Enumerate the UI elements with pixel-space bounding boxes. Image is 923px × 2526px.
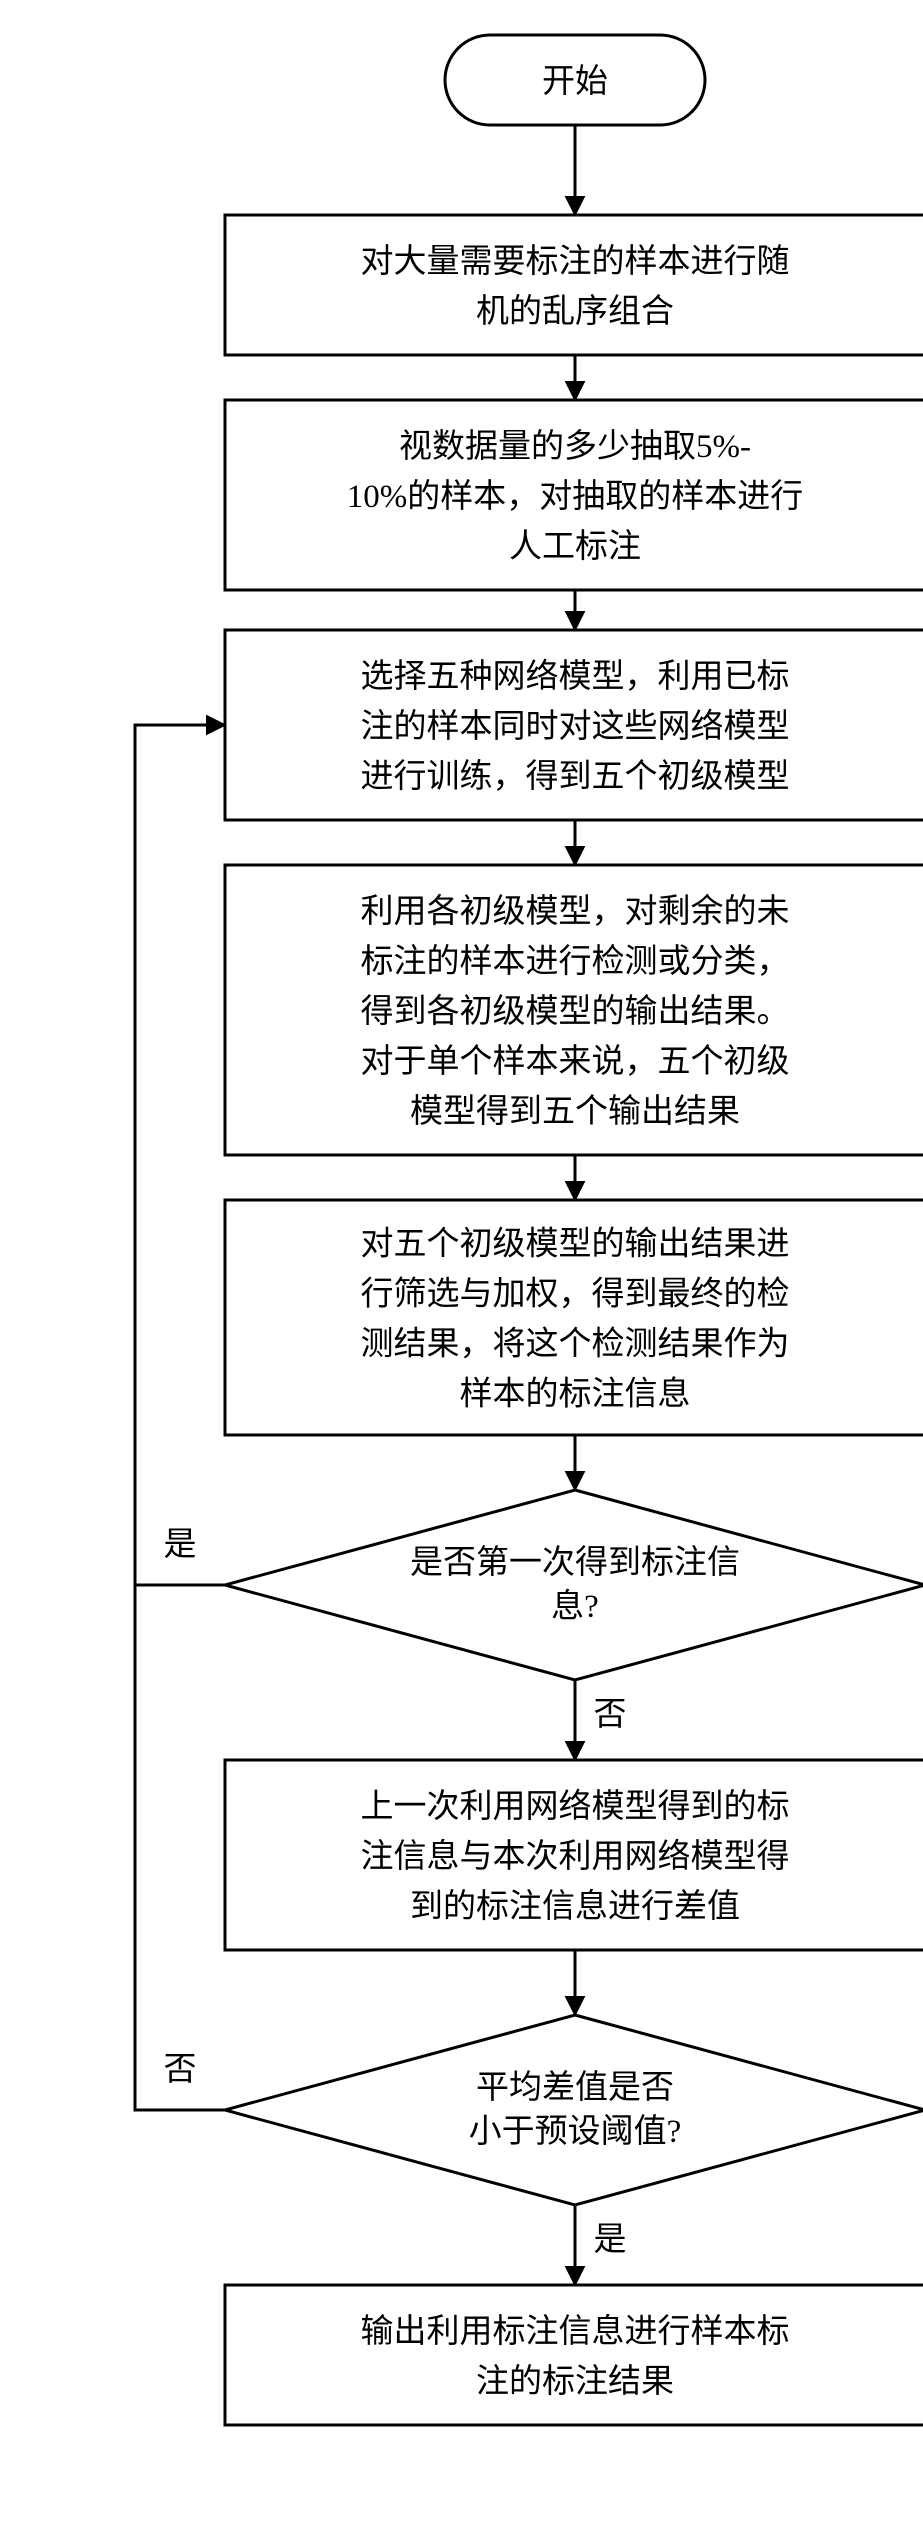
process-text: 注信息与本次利用网络模型得: [361, 1838, 790, 1875]
process-text: 10%的样本，对抽取的样本进行: [347, 478, 804, 515]
process-text: 模型得到五个输出结果: [410, 1093, 740, 1130]
process-text: 选择五种网络模型，利用已标: [361, 658, 790, 695]
process-text: 样本的标注信息: [460, 1376, 691, 1413]
process-text: 对五个初级模型的输出结果进: [361, 1226, 790, 1263]
process-text: 进行训练，得到五个初级模型: [361, 758, 790, 795]
process-text: 机的乱序组合: [476, 293, 674, 330]
edge-label: 是: [594, 2222, 627, 2258]
process-text: 注的标注结果: [476, 2363, 674, 2400]
process-text: 视数据量的多少抽取5%-: [399, 428, 751, 465]
edge-label: 否: [164, 2052, 197, 2088]
decision-text: 平均差值是否: [476, 2069, 674, 2106]
process-text: 上一次利用网络模型得到的标: [361, 1788, 790, 1825]
process-text: 注的样本同时对这些网络模型: [361, 708, 790, 745]
process-text: 对大量需要标注的样本进行随: [361, 243, 790, 280]
process-text: 到的标注信息进行差值: [410, 1888, 740, 1925]
process-text: 利用各初级模型，对剩余的未: [361, 893, 790, 930]
edge-label: 是: [164, 1527, 197, 1563]
decision-text: 是否第一次得到标注信: [410, 1544, 740, 1581]
decision-text: 小于预设阈值?: [469, 2113, 682, 2150]
process-text: 人工标注: [509, 528, 641, 565]
process-text: 行筛选与加权，得到最终的检: [361, 1276, 790, 1313]
terminator-start-label: 开始: [542, 63, 608, 100]
edge-label: 否: [594, 1697, 627, 1733]
process-text: 标注的样本进行检测或分类，: [361, 943, 790, 980]
decision-text: 息?: [551, 1588, 599, 1625]
process-text: 得到各初级模型的输出结果。: [361, 993, 790, 1030]
process-text: 对于单个样本来说，五个初级: [361, 1043, 790, 1080]
process-text: 输出利用标注信息进行样本标: [361, 2313, 790, 2350]
process-text: 测结果，将这个检测结果作为: [361, 1326, 790, 1363]
